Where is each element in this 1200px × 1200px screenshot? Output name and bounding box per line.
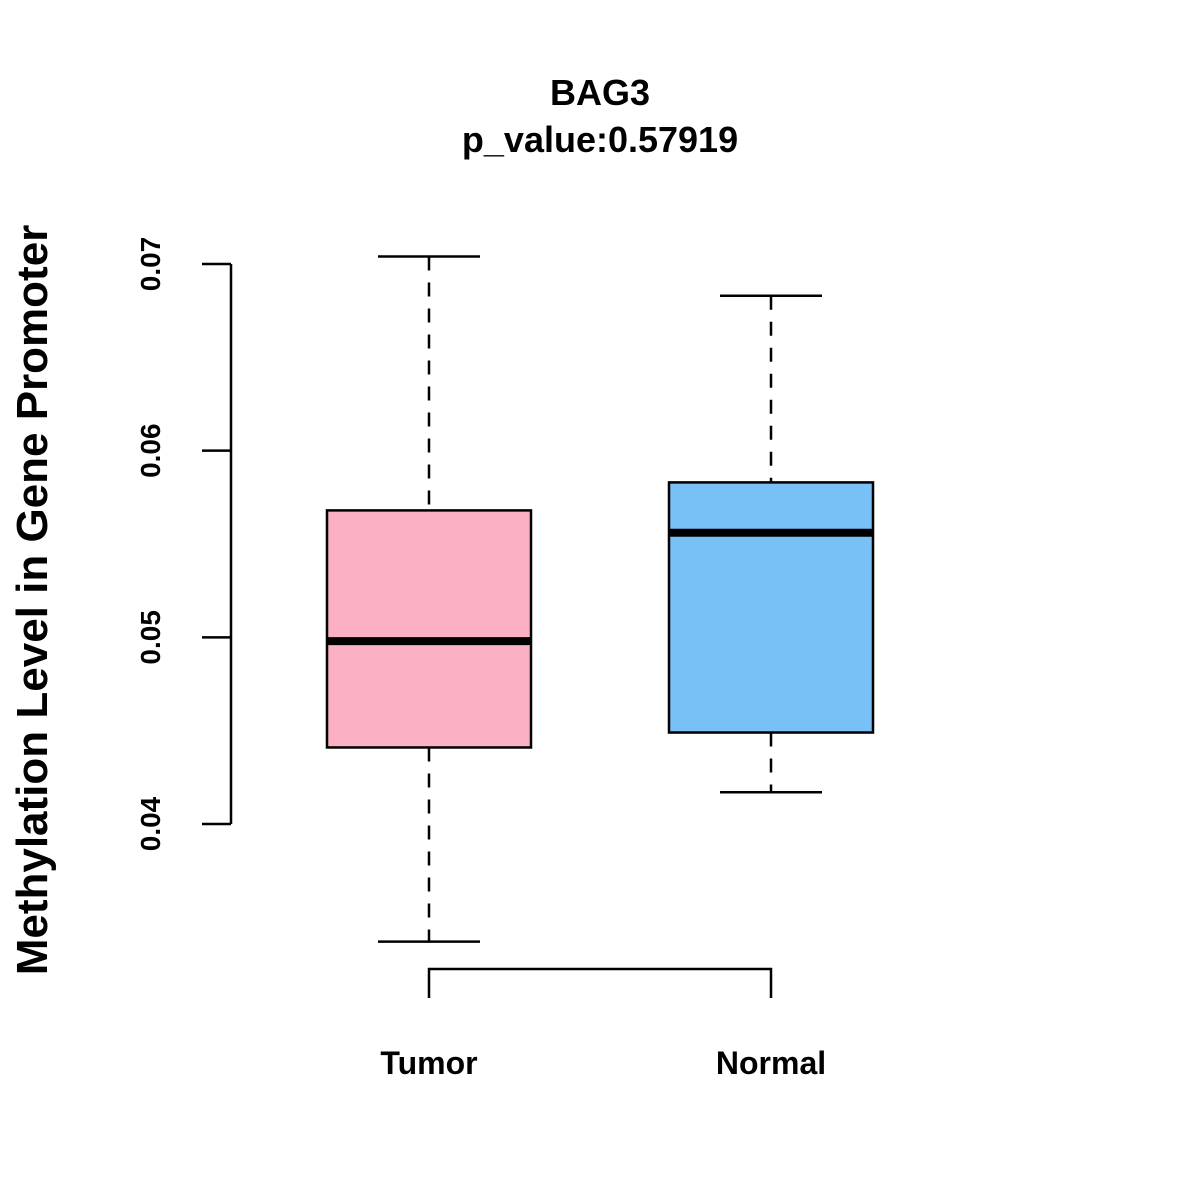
y-tick-label: 0.07: [135, 237, 166, 292]
y-axis-label: Methylation Level in Gene Promoter: [8, 225, 57, 976]
iqr-box: [325, 509, 533, 749]
y-tick-label: 0.05: [135, 610, 166, 665]
iqr-box: [667, 481, 875, 734]
y-axis: 0.04 0.05 0.06 0.07: [135, 237, 233, 851]
category-label-tumor: Tumor: [380, 1045, 477, 1081]
y-tick-label: 0.04: [135, 796, 166, 851]
category-labels-layer: Tumor Normal: [380, 1045, 826, 1081]
chart-subtitle: p_value:0.57919: [462, 119, 738, 160]
comparison-bracket: [427, 967, 773, 998]
box-normal: [667, 294, 875, 794]
y-tick-label: 0.06: [135, 423, 166, 478]
boxes-layer: [325, 255, 875, 943]
comparison-bracket-layer: [427, 967, 773, 998]
chart-title: BAG3: [550, 72, 650, 113]
box-tumor: [325, 255, 533, 943]
category-label-normal: Normal: [716, 1045, 826, 1081]
